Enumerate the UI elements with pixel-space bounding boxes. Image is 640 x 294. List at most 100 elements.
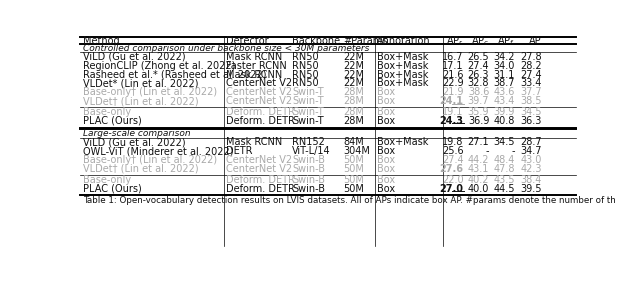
Text: Table 1: Open-vocabulary detection results on LVIS datasets. All of APs indicate: Table 1: Open-vocabulary detection resul…: [83, 196, 616, 205]
Text: AP$_c$: AP$_c$: [471, 34, 489, 48]
Text: 26.3: 26.3: [468, 70, 489, 80]
Text: 27.1: 27.1: [468, 137, 489, 147]
Text: 48.4: 48.4: [493, 155, 515, 165]
Text: 27.6: 27.6: [440, 164, 463, 174]
Text: 28.7: 28.7: [520, 137, 542, 147]
Text: Swin-T: Swin-T: [292, 96, 324, 106]
Text: 44.5: 44.5: [493, 183, 515, 193]
Text: RN152: RN152: [292, 137, 325, 147]
Text: 38.6: 38.6: [468, 87, 489, 97]
Text: CenterNet V2: CenterNet V2: [226, 78, 292, 88]
Text: 27.4: 27.4: [468, 61, 489, 71]
Text: 43.6: 43.6: [493, 87, 515, 97]
Text: 39.7: 39.7: [468, 96, 489, 106]
Text: AP$_r$: AP$_r$: [446, 34, 463, 48]
Text: 22M: 22M: [344, 78, 365, 88]
Text: Box+Mask: Box+Mask: [377, 61, 428, 71]
Text: Base-only: Base-only: [83, 175, 131, 185]
Text: 19.1: 19.1: [442, 107, 463, 117]
Text: VLDet* (Lin et al. 2022): VLDet* (Lin et al. 2022): [83, 78, 198, 88]
Text: Swin-T: Swin-T: [292, 107, 324, 117]
Text: 39.5: 39.5: [520, 183, 542, 193]
Text: 39.9: 39.9: [493, 107, 515, 117]
Text: CenterNet V2: CenterNet V2: [226, 87, 292, 97]
Text: RN50: RN50: [292, 70, 319, 80]
Text: Deform. DETR: Deform. DETR: [226, 175, 294, 185]
Text: 43.5: 43.5: [493, 175, 515, 185]
Text: Box: Box: [377, 96, 395, 106]
Text: CenterNet V2: CenterNet V2: [226, 155, 292, 165]
Text: 38.5: 38.5: [520, 96, 542, 106]
Text: -: -: [511, 146, 515, 156]
Text: RN50: RN50: [292, 52, 319, 62]
Text: Deform. DETR: Deform. DETR: [226, 116, 294, 126]
Text: 31.1: 31.1: [493, 70, 515, 80]
Text: Swin-B: Swin-B: [292, 164, 325, 174]
Text: Backbone: Backbone: [292, 36, 340, 46]
Text: PLAC (Ours): PLAC (Ours): [83, 183, 142, 193]
Text: 21.9: 21.9: [442, 87, 463, 97]
Text: 43.1: 43.1: [468, 164, 489, 174]
Text: 22M: 22M: [344, 61, 365, 71]
Text: Box: Box: [377, 116, 395, 126]
Text: 17.1: 17.1: [442, 61, 463, 71]
Text: OWL-ViT (Minderer et al. 2022): OWL-ViT (Minderer et al. 2022): [83, 146, 234, 156]
Text: Mask RCNN: Mask RCNN: [226, 52, 282, 62]
Text: 22.0: 22.0: [442, 175, 463, 185]
Text: Rasheed et al.* (Rasheed et al. 2022): Rasheed et al.* (Rasheed et al. 2022): [83, 70, 267, 80]
Text: 38.4: 38.4: [520, 175, 542, 185]
Text: 28M: 28M: [344, 87, 364, 97]
Text: 304M: 304M: [344, 146, 371, 156]
Text: Base-only† (Lin et al. 2022): Base-only† (Lin et al. 2022): [83, 87, 217, 97]
Text: 34.5: 34.5: [493, 137, 515, 147]
Text: 22.9: 22.9: [442, 78, 463, 88]
Text: 32.8: 32.8: [468, 78, 489, 88]
Text: 35.9: 35.9: [468, 107, 489, 117]
Text: CenterNet V2: CenterNet V2: [226, 96, 292, 106]
Text: 37.7: 37.7: [520, 87, 542, 97]
Text: 43.4: 43.4: [493, 96, 515, 106]
Text: 28M: 28M: [344, 96, 364, 106]
Text: 24.1: 24.1: [440, 96, 463, 106]
Text: 34.7: 34.7: [520, 146, 542, 156]
Text: DETR: DETR: [226, 146, 252, 156]
Text: 50M: 50M: [344, 155, 364, 165]
Text: Base-only† (Lin et al. 2022): Base-only† (Lin et al. 2022): [83, 155, 217, 165]
Text: Detector: Detector: [226, 36, 268, 46]
Text: Box+Mask: Box+Mask: [377, 52, 428, 62]
Text: 19.8: 19.8: [442, 137, 463, 147]
Text: 44.2: 44.2: [468, 155, 489, 165]
Text: 40.2: 40.2: [468, 175, 489, 185]
Text: VLDet† (Lin et al. 2022): VLDet† (Lin et al. 2022): [83, 164, 199, 174]
Text: 84M: 84M: [344, 137, 364, 147]
Text: 50M: 50M: [344, 164, 364, 174]
Text: ViLD (Gu et al. 2022): ViLD (Gu et al. 2022): [83, 137, 186, 147]
Text: 36.9: 36.9: [468, 116, 489, 126]
Text: 25.6: 25.6: [442, 146, 463, 156]
Text: Box: Box: [377, 107, 395, 117]
Text: 21.6: 21.6: [442, 70, 463, 80]
Text: 42.3: 42.3: [520, 164, 542, 174]
Text: Faster RCNN: Faster RCNN: [226, 61, 287, 71]
Text: Swin-T: Swin-T: [292, 87, 324, 97]
Text: PLAC (Ours): PLAC (Ours): [83, 116, 142, 126]
Text: 36.3: 36.3: [520, 116, 542, 126]
Text: 40.0: 40.0: [468, 183, 489, 193]
Text: Swin-T: Swin-T: [292, 116, 324, 126]
Text: Box: Box: [377, 183, 395, 193]
Text: 27.4: 27.4: [442, 155, 463, 165]
Text: 33.4: 33.4: [520, 78, 542, 88]
Text: #Params: #Params: [344, 36, 388, 46]
Text: 28.2: 28.2: [520, 61, 542, 71]
Text: AP: AP: [529, 36, 542, 46]
Text: Base-only: Base-only: [83, 107, 131, 117]
Text: 50M: 50M: [344, 183, 364, 193]
Text: 34.2: 34.2: [493, 52, 515, 62]
Text: Box+Mask: Box+Mask: [377, 137, 428, 147]
Text: Box: Box: [377, 164, 395, 174]
Text: 28M: 28M: [344, 116, 364, 126]
Text: Deform. DETR: Deform. DETR: [226, 183, 294, 193]
Text: Box: Box: [377, 146, 395, 156]
Text: Deform. DETR: Deform. DETR: [226, 107, 294, 117]
Text: ViLD (Gu et al. 2022): ViLD (Gu et al. 2022): [83, 52, 186, 62]
